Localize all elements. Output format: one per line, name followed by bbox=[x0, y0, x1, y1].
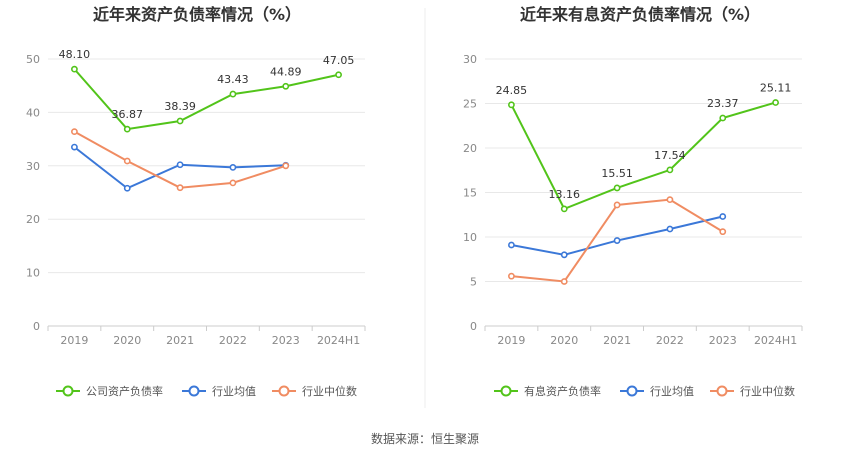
legend-label: 行业中位数 bbox=[740, 384, 795, 398]
legend-marker bbox=[500, 385, 512, 397]
data-point bbox=[560, 251, 568, 259]
legend: 有息资产负债率 行业均值 行业中位数 bbox=[494, 384, 795, 398]
data-label: 43.43 bbox=[217, 73, 249, 86]
x-tick-label: 2023 bbox=[709, 334, 737, 347]
data-point bbox=[719, 114, 727, 122]
y-tick-label: 10 bbox=[26, 267, 40, 280]
data-label: 24.85 bbox=[496, 84, 528, 97]
data-point bbox=[508, 241, 515, 249]
data-point bbox=[719, 228, 727, 236]
y-tick-label: 10 bbox=[463, 231, 477, 244]
data-point bbox=[508, 101, 515, 109]
data-label: 38.39 bbox=[164, 100, 196, 113]
data-label: 17.54 bbox=[654, 149, 686, 162]
y-tick-label: 30 bbox=[26, 160, 40, 173]
y-tick-label: 0 bbox=[33, 320, 40, 333]
data-point bbox=[176, 184, 184, 192]
data-point bbox=[282, 162, 290, 170]
data-point bbox=[71, 65, 78, 73]
data-label: 25.11 bbox=[760, 82, 792, 95]
x-tick-label: 2023 bbox=[272, 334, 300, 347]
legend-marker bbox=[62, 385, 74, 397]
data-label: 48.10 bbox=[59, 48, 91, 61]
data-point bbox=[123, 184, 131, 192]
legend-label: 公司资产负债率 bbox=[86, 384, 163, 398]
data-point bbox=[560, 205, 568, 213]
x-tick-label: 2022 bbox=[219, 334, 247, 347]
data-point bbox=[71, 128, 78, 136]
y-tick-label: 5 bbox=[470, 276, 477, 289]
data-point bbox=[560, 278, 568, 285]
y-tick-label: 15 bbox=[463, 187, 477, 200]
x-tick-label: 2019 bbox=[60, 334, 88, 347]
x-tick-label: 2020 bbox=[550, 334, 578, 347]
data-point bbox=[123, 157, 131, 165]
data-point bbox=[666, 196, 674, 204]
legend-marker bbox=[278, 385, 290, 397]
x-tick-label: 2021 bbox=[166, 334, 194, 347]
data-point bbox=[613, 237, 621, 244]
data-label: 23.37 bbox=[707, 97, 739, 110]
data-point bbox=[719, 213, 727, 220]
data-point bbox=[613, 184, 621, 192]
data-point bbox=[229, 179, 237, 187]
series-line bbox=[73, 68, 339, 131]
legend-label: 行业均值 bbox=[650, 385, 694, 398]
y-tick-label: 40 bbox=[26, 106, 40, 119]
data-label: 13.16 bbox=[549, 188, 581, 201]
legend-label: 有息资产负债率 bbox=[524, 384, 601, 398]
data-point bbox=[508, 272, 515, 280]
x-tick-label: 2020 bbox=[113, 334, 141, 347]
y-tick-label: 50 bbox=[26, 53, 40, 66]
data-point bbox=[666, 225, 674, 233]
legend-label: 行业均值 bbox=[212, 385, 256, 398]
x-tick-label: 2022 bbox=[656, 334, 684, 347]
plot-area: 0 5 10 15 20 25 30 2019 2020 2021 2022 2023 2024H1 24… bbox=[463, 53, 803, 347]
data-point bbox=[613, 201, 621, 209]
data-point bbox=[176, 161, 184, 169]
legend-marker bbox=[188, 385, 200, 397]
chart-title: 近年来资产负债率情况（%） bbox=[93, 5, 301, 24]
x-tick-label: 2019 bbox=[497, 334, 525, 347]
data-point bbox=[282, 82, 290, 90]
data-point bbox=[666, 166, 674, 174]
series-line bbox=[510, 101, 776, 211]
data-label: 36.87 bbox=[112, 108, 144, 121]
y-tick-label: 25 bbox=[463, 98, 477, 111]
data-label: 44.89 bbox=[270, 65, 302, 78]
x-tick-label: 2024H1 bbox=[754, 334, 797, 347]
plot-area: 0 10 20 30 40 50 2019 2020 2021 2022 2023 2024H1 48.… bbox=[26, 48, 366, 347]
legend-marker bbox=[716, 385, 728, 397]
data-source: 数据来源：恒生聚源 bbox=[371, 431, 479, 446]
data-label: 15.51 bbox=[601, 167, 633, 180]
y-tick-label: 0 bbox=[470, 320, 477, 333]
chart-title: 近年来有息资产负债率情况（%） bbox=[520, 5, 760, 24]
data-point bbox=[123, 125, 131, 133]
legend: 公司资产负债率 行业均值 行业中位数 bbox=[56, 384, 357, 398]
interest-bearing-liability-chart: 近年来有息资产负债率情况（%） 0 5 10 15 20 25 30 2019 2020 2021… bbox=[463, 5, 803, 398]
asset-liability-chart: 近年来资产负债率情况（%） 0 10 20 30 40 50 2019 2020 2021 202… bbox=[26, 5, 366, 398]
y-tick-label: 30 bbox=[463, 53, 477, 66]
legend-marker bbox=[626, 385, 638, 397]
data-point bbox=[335, 71, 342, 79]
y-tick-label: 20 bbox=[26, 213, 40, 226]
legend-label: 行业中位数 bbox=[302, 384, 357, 398]
x-tick-label: 2024H1 bbox=[317, 334, 360, 347]
data-point bbox=[176, 117, 184, 125]
data-point bbox=[772, 99, 779, 106]
data-point bbox=[229, 164, 237, 171]
series-line bbox=[511, 215, 723, 256]
y-tick-label: 20 bbox=[463, 142, 477, 155]
x-tick-label: 2021 bbox=[603, 334, 631, 347]
series-line bbox=[73, 130, 287, 189]
data-label: 47.05 bbox=[323, 54, 355, 67]
data-point bbox=[71, 143, 78, 151]
data-point bbox=[229, 90, 237, 98]
